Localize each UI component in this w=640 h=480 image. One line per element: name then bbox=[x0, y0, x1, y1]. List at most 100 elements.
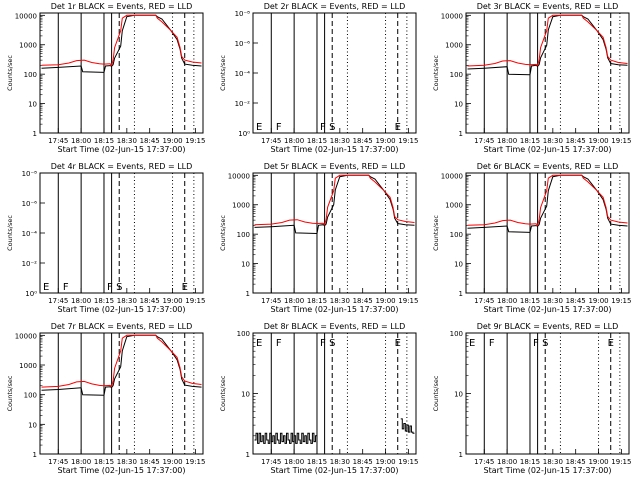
x-tick-label: 19:00 bbox=[588, 297, 608, 305]
panel-title: Det 8r BLACK = Events, RED = LLD bbox=[264, 322, 406, 331]
flag-label: E bbox=[256, 122, 262, 133]
y-tick-label: 1000 bbox=[445, 42, 463, 50]
panel-det-7: Det 7r BLACK = Events, RED = LLD Counts/s… bbox=[6, 322, 205, 475]
y-tick-label: 10 bbox=[241, 261, 250, 269]
y-tick-label: 10⁻⁴ bbox=[22, 230, 38, 238]
x-tick-label: 18:00 bbox=[71, 297, 91, 305]
panel-title: Det 1r BLACK = Events, RED = LLD bbox=[51, 2, 193, 11]
flag-label: F bbox=[489, 338, 495, 349]
series-line-events bbox=[41, 14, 202, 73]
x-tick-label: 19:15 bbox=[185, 137, 205, 145]
x-tick-label: 19:00 bbox=[162, 458, 182, 466]
x-tick-label: 18:00 bbox=[284, 458, 304, 466]
y-tick-label: 100 bbox=[237, 330, 250, 338]
y-tick-label: 10 bbox=[241, 391, 250, 399]
x-tick-label: 18:45 bbox=[566, 458, 586, 466]
x-tick-label: 17:45 bbox=[48, 137, 68, 145]
panel-title: Det 7r BLACK = Events, RED = LLD bbox=[51, 322, 193, 331]
x-tick-label: 19:15 bbox=[611, 458, 631, 466]
x-tick-label: 18:45 bbox=[140, 458, 160, 466]
y-tick-label: 100 bbox=[24, 71, 37, 79]
y-tick-label: 10⁰ bbox=[238, 130, 250, 138]
y-axis-label: Counts/sec bbox=[432, 375, 440, 411]
y-tick-label: 10⁰ bbox=[25, 290, 37, 298]
y-tick-label: 1000 bbox=[19, 42, 37, 50]
x-tick-label: 18:45 bbox=[353, 458, 373, 466]
x-tick-label: 17:45 bbox=[48, 458, 68, 466]
y-axis-label: Counts/sec bbox=[6, 375, 14, 411]
x-tick-label: 19:15 bbox=[611, 137, 631, 145]
x-axis-label: Start Time (02-Jun-15 17:37:00) bbox=[271, 466, 399, 475]
flag-label: E bbox=[395, 122, 401, 133]
y-tick-label: 1 bbox=[33, 130, 37, 138]
panel-det-2: Det 2r BLACK = Events, RED = LLD Counts/s… bbox=[219, 2, 418, 154]
x-tick-label: 18:30 bbox=[543, 458, 563, 466]
x-axis-label: Start Time (02-Jun-15 17:37:00) bbox=[484, 466, 612, 475]
flag-label: F bbox=[107, 282, 113, 293]
x-tick-label: 18:45 bbox=[566, 297, 586, 305]
x-tick-label: 18:15 bbox=[94, 297, 114, 305]
series-line-events bbox=[467, 174, 628, 233]
x-axis-label: Start Time (02-Jun-15 17:37:00) bbox=[271, 305, 399, 314]
flag-label: E bbox=[256, 338, 262, 349]
y-tick-label: 10 bbox=[28, 101, 37, 109]
x-tick-label: 19:15 bbox=[398, 297, 418, 305]
y-tick-label: 10000 bbox=[441, 172, 463, 180]
x-tick-label: 18:15 bbox=[307, 297, 327, 305]
x-tick-label: 18:15 bbox=[94, 458, 114, 466]
x-tick-label: 18:00 bbox=[497, 137, 517, 145]
y-tick-label: 10⁻⁸ bbox=[22, 170, 38, 178]
x-tick-label: 18:30 bbox=[330, 137, 350, 145]
x-tick-label: 18:30 bbox=[117, 137, 137, 145]
x-tick-label: 18:45 bbox=[353, 297, 373, 305]
x-tick-label: 18:45 bbox=[353, 137, 373, 145]
x-tick-label: 18:45 bbox=[140, 297, 160, 305]
y-tick-label: 10 bbox=[28, 421, 37, 429]
x-tick-label: 19:15 bbox=[611, 297, 631, 305]
x-tick-label: 18:00 bbox=[497, 458, 517, 466]
y-tick-label: 10000 bbox=[15, 12, 37, 20]
x-tick-label: 19:00 bbox=[588, 458, 608, 466]
panel-title: Det 4r BLACK = Events, RED = LLD bbox=[51, 162, 193, 171]
x-axis-label: Start Time (02-Jun-15 17:37:00) bbox=[58, 145, 186, 154]
y-tick-label: 10⁻⁶ bbox=[235, 40, 251, 48]
x-tick-label: 19:15 bbox=[185, 458, 205, 466]
flag-label: E bbox=[608, 338, 614, 349]
series-line-lld bbox=[254, 174, 415, 226]
y-tick-label: 10000 bbox=[228, 172, 250, 180]
flag-label: E bbox=[43, 282, 49, 293]
x-axis-label: Start Time (02-Jun-15 17:37:00) bbox=[484, 145, 612, 154]
axes-frame bbox=[465, 332, 630, 455]
y-tick-label: 1000 bbox=[445, 202, 463, 210]
flag-label: F bbox=[533, 338, 539, 349]
y-tick-label: 1 bbox=[459, 451, 463, 459]
y-tick-label: 10⁻² bbox=[22, 260, 38, 268]
x-tick-label: 17:45 bbox=[261, 297, 281, 305]
y-tick-label: 10⁻⁶ bbox=[22, 200, 38, 208]
flag-label: F bbox=[276, 122, 282, 133]
x-tick-label: 19:00 bbox=[588, 137, 608, 145]
y-tick-label: 10 bbox=[454, 261, 463, 269]
x-tick-label: 18:00 bbox=[71, 137, 91, 145]
x-tick-label: 19:15 bbox=[398, 137, 418, 145]
flag-label: E bbox=[395, 338, 401, 349]
y-axis-label: Counts/sec bbox=[6, 215, 14, 251]
x-tick-label: 19:00 bbox=[162, 297, 182, 305]
x-tick-label: 18:30 bbox=[117, 458, 137, 466]
panel-det-1: Det 1r BLACK = Events, RED = LLD Counts/s… bbox=[6, 2, 205, 154]
x-tick-label: 19:00 bbox=[375, 458, 395, 466]
x-tick-label: 18:15 bbox=[520, 297, 540, 305]
x-tick-label: 18:15 bbox=[520, 458, 540, 466]
x-tick-label: 18:15 bbox=[520, 137, 540, 145]
axes-frame bbox=[465, 12, 630, 134]
x-tick-label: 17:45 bbox=[474, 137, 494, 145]
x-axis-label: Start Time (02-Jun-15 17:37:00) bbox=[484, 305, 612, 314]
axes-frame bbox=[39, 12, 204, 134]
series-line-lld bbox=[467, 174, 628, 227]
y-tick-label: 100 bbox=[24, 392, 37, 400]
x-tick-label: 17:45 bbox=[474, 458, 494, 466]
flag-label: S bbox=[116, 282, 122, 293]
y-axis-label: Counts/sec bbox=[432, 55, 440, 91]
x-axis-label: Start Time (02-Jun-15 17:37:00) bbox=[58, 305, 186, 314]
